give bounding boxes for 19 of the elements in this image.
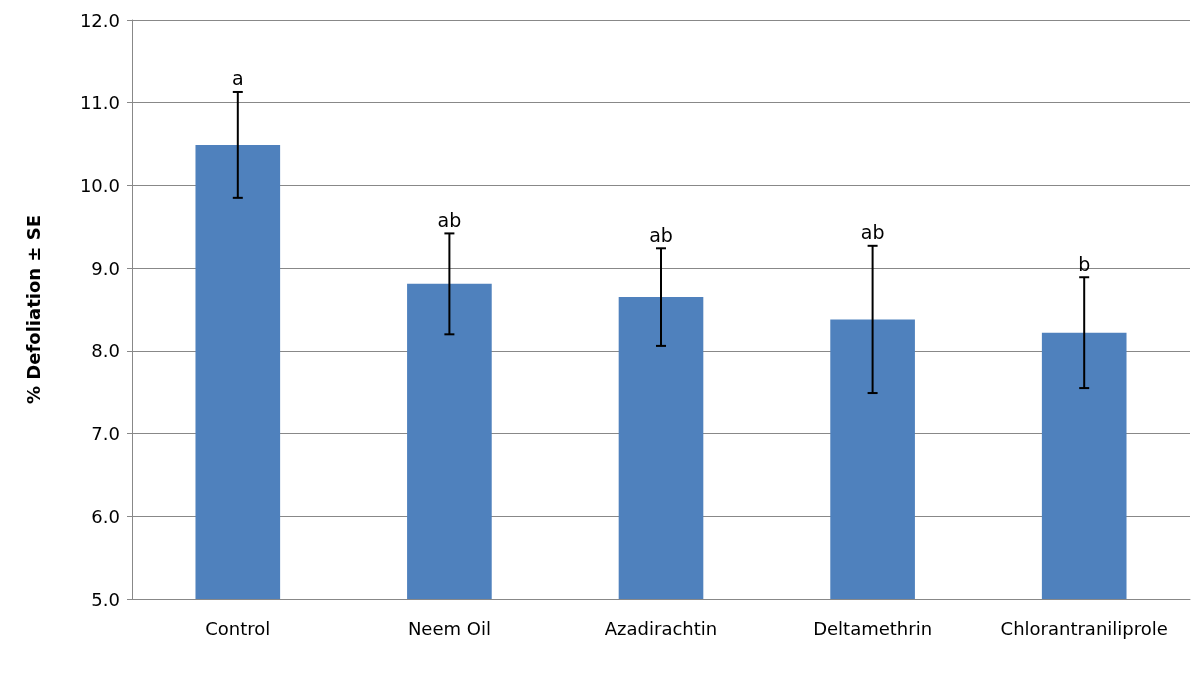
y-tick-label: 8.0 (91, 340, 120, 362)
y-axis-title: % Defoliation ± SE (22, 215, 44, 404)
annotation: a (231, 67, 244, 90)
y-tick-label: 11.0 (79, 92, 120, 114)
annotation: b (1078, 252, 1091, 275)
x-tick-label: Control (205, 617, 271, 639)
y-tick-label: 9.0 (91, 257, 120, 279)
annotation: ab (860, 221, 885, 244)
y-tick-label: 10.0 (79, 174, 120, 196)
x-tick-label: Deltamethrin (813, 617, 933, 639)
annotation: ab (649, 223, 673, 246)
y-tick-label: 12.0 (79, 9, 120, 31)
x-tick-label: Chlorantraniliprole (1000, 617, 1168, 639)
x-tick-label: Azadirachtin (604, 617, 718, 639)
y-tick-label: 5.0 (91, 588, 120, 610)
annotation: ab (437, 208, 462, 231)
y-tick-label: 7.0 (91, 423, 120, 445)
x-tick-label: Neem Oil (407, 617, 491, 639)
y-tick-label: 6.0 (91, 505, 120, 527)
